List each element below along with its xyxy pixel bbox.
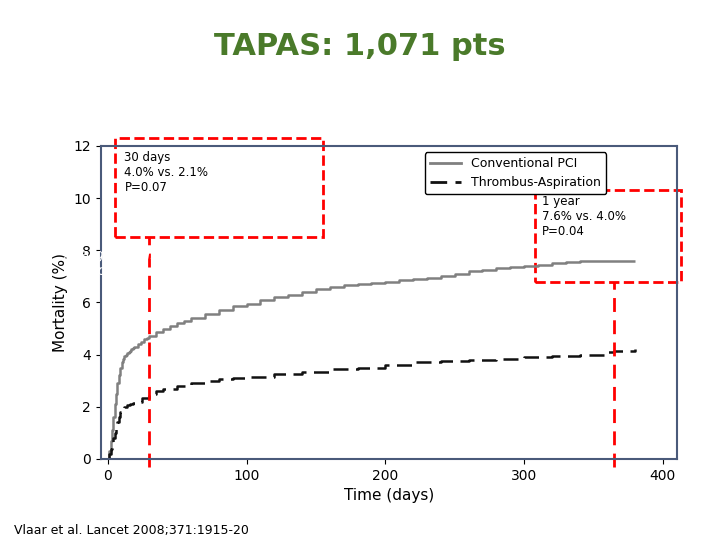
Y-axis label: Mortality (%): Mortality (%) xyxy=(53,253,68,352)
Bar xyxy=(114,138,323,237)
Legend: Conventional PCI, Thrombus-Aspiration: Conventional PCI, Thrombus-Aspiration xyxy=(425,152,606,194)
Text: 1 year
7.6% vs. 4.0%
P=0.04: 1 year 7.6% vs. 4.0% P=0.04 xyxy=(542,195,626,238)
Text: TAPAS: 1,071 pts: TAPAS: 1,071 pts xyxy=(214,32,506,62)
Text: A large confirmatory trial is needed (small trials with
unexpected large effect : A large confirmatory trial is needed (sm… xyxy=(63,248,431,278)
X-axis label: Time (days): Time (days) xyxy=(343,488,434,503)
Text: Vlaar et al. Lancet 2008;371:1915-20: Vlaar et al. Lancet 2008;371:1915-20 xyxy=(14,524,249,537)
Text: 30 days
4.0% vs. 2.1%
P=0.07: 30 days 4.0% vs. 2.1% P=0.07 xyxy=(125,151,208,194)
Bar xyxy=(535,190,681,281)
